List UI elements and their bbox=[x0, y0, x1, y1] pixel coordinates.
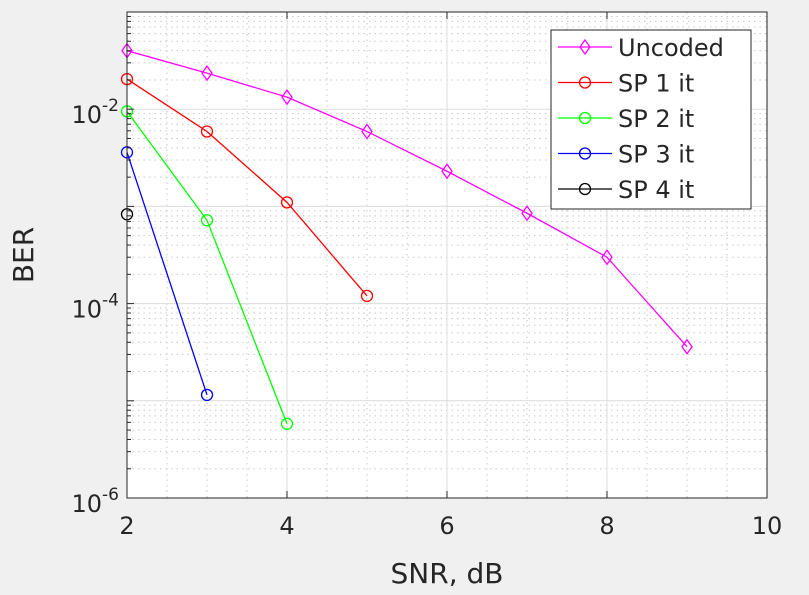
data-point bbox=[200, 214, 214, 227]
series-line bbox=[126, 50, 688, 348]
data-point bbox=[360, 289, 374, 303]
legend-entry: Uncoded bbox=[558, 34, 724, 62]
x-tick-label: 2 bbox=[119, 512, 134, 540]
legend-label: SP 4 it bbox=[618, 176, 694, 204]
legend-label: SP 1 it bbox=[618, 70, 694, 98]
y-tick-label: 10-4 bbox=[72, 291, 120, 324]
legend-label: SP 2 it bbox=[618, 105, 694, 133]
x-tick-label: 6 bbox=[439, 512, 454, 540]
data-point bbox=[578, 111, 592, 125]
legend-box bbox=[550, 29, 752, 210]
series-uncoded bbox=[121, 42, 693, 355]
data-point bbox=[361, 123, 373, 140]
data-point bbox=[280, 417, 294, 430]
data-point bbox=[200, 125, 214, 138]
data-point bbox=[281, 89, 293, 106]
data-point bbox=[280, 196, 294, 209]
series-line bbox=[126, 110, 288, 425]
y-tick-label: 10-2 bbox=[72, 96, 120, 129]
y-axis-label: BER bbox=[7, 227, 40, 283]
y-tick-label: 10-6 bbox=[72, 485, 120, 518]
legend-entry: SP 3 it bbox=[558, 141, 694, 169]
data-point bbox=[601, 249, 613, 266]
x-axis-label: SNR, dB bbox=[391, 557, 504, 590]
data-point bbox=[681, 338, 693, 355]
legend-entry: SP 4 it bbox=[558, 176, 694, 204]
series-line bbox=[126, 78, 368, 297]
x-tick-label: 4 bbox=[279, 512, 294, 540]
data-point bbox=[578, 182, 592, 196]
legend: Uncoded SP 1 it SP 2 it SP 3 it SP 4 it bbox=[550, 29, 752, 210]
legend-label: Uncoded bbox=[618, 34, 724, 62]
data-point bbox=[200, 388, 214, 402]
legend-entry: SP 2 it bbox=[558, 105, 694, 133]
data-point bbox=[521, 205, 533, 222]
data-point bbox=[441, 163, 453, 180]
legend-entry: SP 1 it bbox=[558, 70, 694, 98]
x-tick-label: 10 bbox=[752, 512, 783, 540]
data-point bbox=[579, 38, 591, 56]
series-line bbox=[126, 152, 208, 396]
series-sp-2-it bbox=[120, 105, 294, 430]
x-tick-label: 8 bbox=[599, 512, 614, 540]
data-point bbox=[578, 147, 592, 160]
data-point bbox=[201, 65, 213, 82]
legend-label: SP 3 it bbox=[618, 141, 694, 169]
data-point bbox=[578, 76, 592, 89]
